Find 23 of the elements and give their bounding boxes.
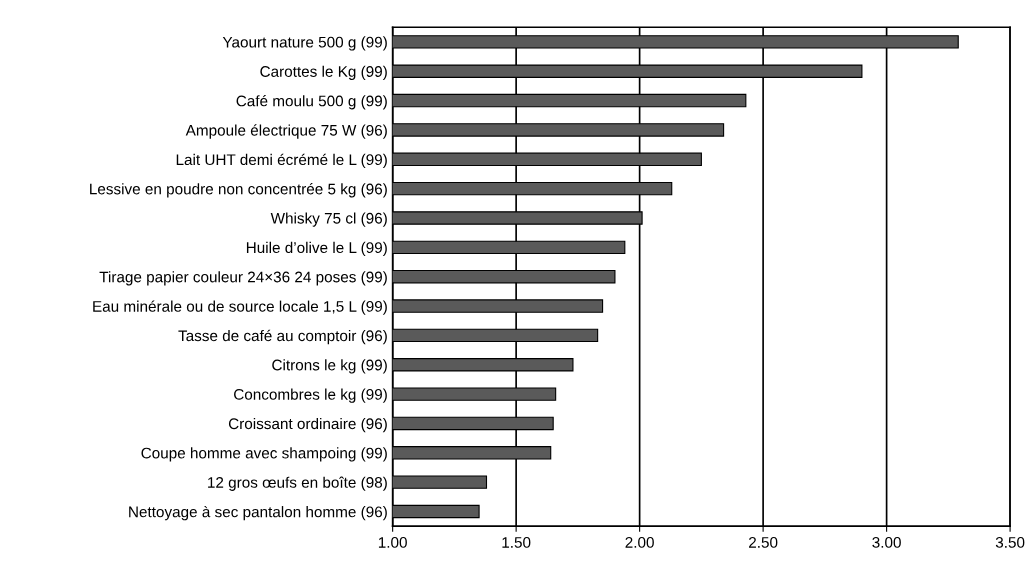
y-tick-label: Concombres le kg (99) (234, 388, 387, 403)
x-tick-label: 2.50 (749, 537, 778, 548)
x-tick-label: 2.00 (625, 537, 654, 548)
x-tick-label: 3.50 (995, 537, 1025, 548)
y-tick-label: Citrons le kg (99) (272, 359, 387, 374)
x-tick-label: 1.00 (378, 537, 407, 548)
y-tick-label: Café moulu 500 g (99) (236, 94, 387, 110)
y-tick-label: 12 gros œufs en boîte (98) (208, 476, 387, 491)
x-tick-label: 1.50 (502, 537, 531, 548)
y-tick-label: Lait UHT demi écrémé le L (99) (176, 153, 387, 169)
y-tick-label: Carottes le Kg (99) (260, 65, 387, 80)
y-tick-label: Huile d’olive le L (99) (246, 241, 387, 257)
y-tick-label: Coupe homme avec shampoing (99) (141, 447, 387, 462)
y-tick-label: Ampoule électrique 75 W (96) (185, 124, 387, 139)
y-tick-label: Yaourt nature 500 g (99) (222, 36, 387, 51)
y-tick-label: Tasse de café au comptoir (96) (178, 329, 387, 345)
y-tick-label: Lessive en poudre non concentrée 5 kg (96) (90, 183, 387, 198)
y-tick-label: Nettoyage à sec pantalon homme (96) (129, 505, 387, 521)
x-tick-label: 3.00 (872, 537, 901, 548)
y-tick-label: Tirage papier couleur 24×36 24 poses (99) (99, 271, 387, 286)
y-tick-label: Eau minérale ou de source locale 1,5 L (99) (93, 300, 387, 315)
y-tick-label: Whisky 75 cl (96) (270, 212, 387, 227)
y-tick-label: Croissant ordinaire (96) (228, 417, 387, 433)
